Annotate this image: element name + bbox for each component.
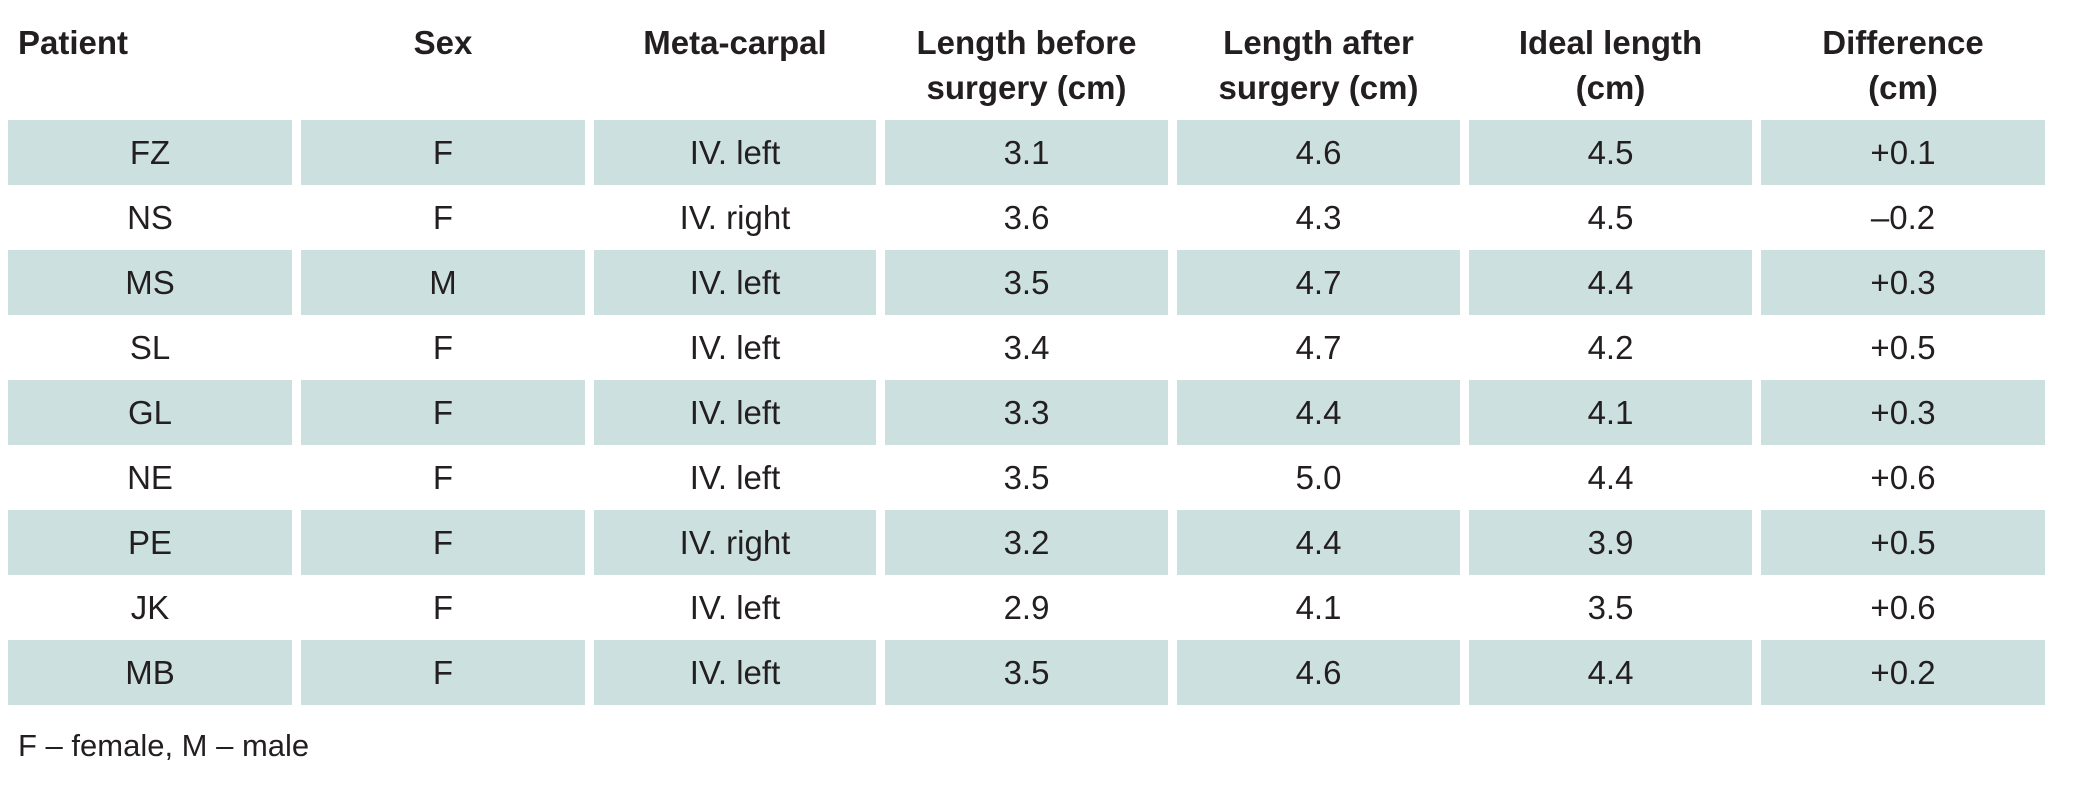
cell-metacarpal: IV. right [679, 198, 791, 236]
cell-ideal-length: 4.5 [1587, 198, 1634, 236]
cell-sex: F [301, 380, 585, 445]
cell-patient: NS [127, 198, 173, 236]
cell-length-before: 3.5 [885, 250, 1168, 315]
cell-sex: M [301, 250, 585, 315]
cell-metacarpal: IV. left [689, 328, 781, 366]
data-table: Patient Sex Meta-carpal Length before sur… [0, 18, 2054, 705]
cell-difference: +0.6 [1870, 588, 1936, 626]
cell-difference: +0.5 [1761, 510, 2045, 575]
cell-metacarpal: IV. left [594, 640, 876, 705]
table-row: JK F IV. left 2.9 4.1 3.5 +0.6 [8, 575, 2045, 640]
table-row: NE F IV. left 3.5 5.0 4.4 +0.6 [8, 445, 2045, 510]
cell-patient: GL [8, 380, 292, 445]
cell-patient: JK [130, 588, 170, 626]
cell-patient: MS [8, 250, 292, 315]
cell-difference: +0.6 [1870, 458, 1936, 496]
cell-ideal-length: 4.4 [1587, 458, 1634, 496]
header-difference: Difference (cm) [1822, 24, 1984, 106]
cell-length-after: 4.1 [1295, 588, 1342, 626]
cell-patient: SL [129, 328, 171, 366]
cell-patient: FZ [8, 120, 292, 185]
table-row: PE F IV. right 3.2 4.4 3.9 +0.5 [8, 510, 2045, 575]
table-body: FZ F IV. left 3.1 4.6 4.5 +0.1 NS F IV. right 3.6 4… [8, 120, 2045, 705]
table-row: NS F IV. right 3.6 4.3 4.5 –0.2 [8, 185, 2045, 250]
cell-ideal-length: 4.5 [1469, 120, 1752, 185]
cell-difference: +0.3 [1761, 250, 2045, 315]
header-length-before: Length before surgery (cm) [916, 24, 1137, 106]
cell-metacarpal: IV. left [594, 250, 876, 315]
cell-ideal-length: 4.2 [1587, 328, 1634, 366]
table-row: FZ F IV. left 3.1 4.6 4.5 +0.1 [8, 120, 2045, 185]
cell-difference: –0.2 [1870, 198, 1936, 236]
cell-ideal-length: 4.4 [1469, 250, 1752, 315]
header-ideal-length: Ideal length (cm) [1518, 24, 1703, 106]
table-row: GL F IV. left 3.3 4.4 4.1 +0.3 [8, 380, 2045, 445]
cell-patient: MB [8, 640, 292, 705]
cell-metacarpal: IV. left [689, 588, 781, 626]
cell-patient: NE [127, 458, 173, 496]
cell-ideal-length: 3.9 [1469, 510, 1752, 575]
header-row: Patient Sex Meta-carpal Length before sur… [8, 18, 2045, 120]
cell-metacarpal: IV. left [689, 458, 781, 496]
cell-length-before: 2.9 [1003, 588, 1050, 626]
cell-sex: F [432, 588, 454, 626]
cell-length-after: 4.6 [1177, 120, 1460, 185]
cell-ideal-length: 4.4 [1469, 640, 1752, 705]
cell-length-after: 4.7 [1177, 250, 1460, 315]
cell-difference: +0.1 [1761, 120, 2045, 185]
cell-difference: +0.2 [1761, 640, 2045, 705]
cell-length-after: 4.3 [1295, 198, 1342, 236]
header-length-after: Length after surgery (cm) [1218, 24, 1419, 106]
cell-ideal-length: 4.1 [1469, 380, 1752, 445]
table-row: SL F IV. left 3.4 4.7 4.2 +0.5 [8, 315, 2045, 380]
cell-sex: F [432, 198, 454, 236]
cell-sex: F [432, 328, 454, 366]
cell-length-after: 4.7 [1295, 328, 1342, 366]
cell-length-before: 3.6 [1003, 198, 1050, 236]
cell-length-after: 4.4 [1177, 510, 1460, 575]
cell-sex: F [432, 458, 454, 496]
table-footnote: F – female, M – male [18, 728, 310, 763]
header-metacarpal: Meta-carpal [643, 24, 827, 61]
header-sex: Sex [413, 24, 473, 61]
cell-metacarpal: IV. left [594, 380, 876, 445]
cell-length-after: 4.6 [1177, 640, 1460, 705]
cell-metacarpal: IV. left [594, 120, 876, 185]
cell-difference: +0.5 [1870, 328, 1936, 366]
cell-length-before: 3.5 [1003, 458, 1050, 496]
table-row: MB F IV. left 3.5 4.6 4.4 +0.2 [8, 640, 2045, 705]
cell-length-before: 3.2 [885, 510, 1168, 575]
cell-sex: F [301, 120, 585, 185]
table-row: MS M IV. left 3.5 4.7 4.4 +0.3 [8, 250, 2045, 315]
cell-length-before: 3.1 [885, 120, 1168, 185]
cell-length-before: 3.5 [885, 640, 1168, 705]
header-patient: Patient [18, 24, 129, 61]
cell-patient: PE [8, 510, 292, 575]
cell-length-after: 5.0 [1295, 458, 1342, 496]
cell-length-after: 4.4 [1177, 380, 1460, 445]
cell-length-before: 3.3 [885, 380, 1168, 445]
cell-sex: F [301, 510, 585, 575]
cell-length-before: 3.4 [1003, 328, 1050, 366]
cell-metacarpal: IV. right [594, 510, 876, 575]
cell-difference: +0.3 [1761, 380, 2045, 445]
cell-sex: F [301, 640, 585, 705]
cell-ideal-length: 3.5 [1587, 588, 1634, 626]
